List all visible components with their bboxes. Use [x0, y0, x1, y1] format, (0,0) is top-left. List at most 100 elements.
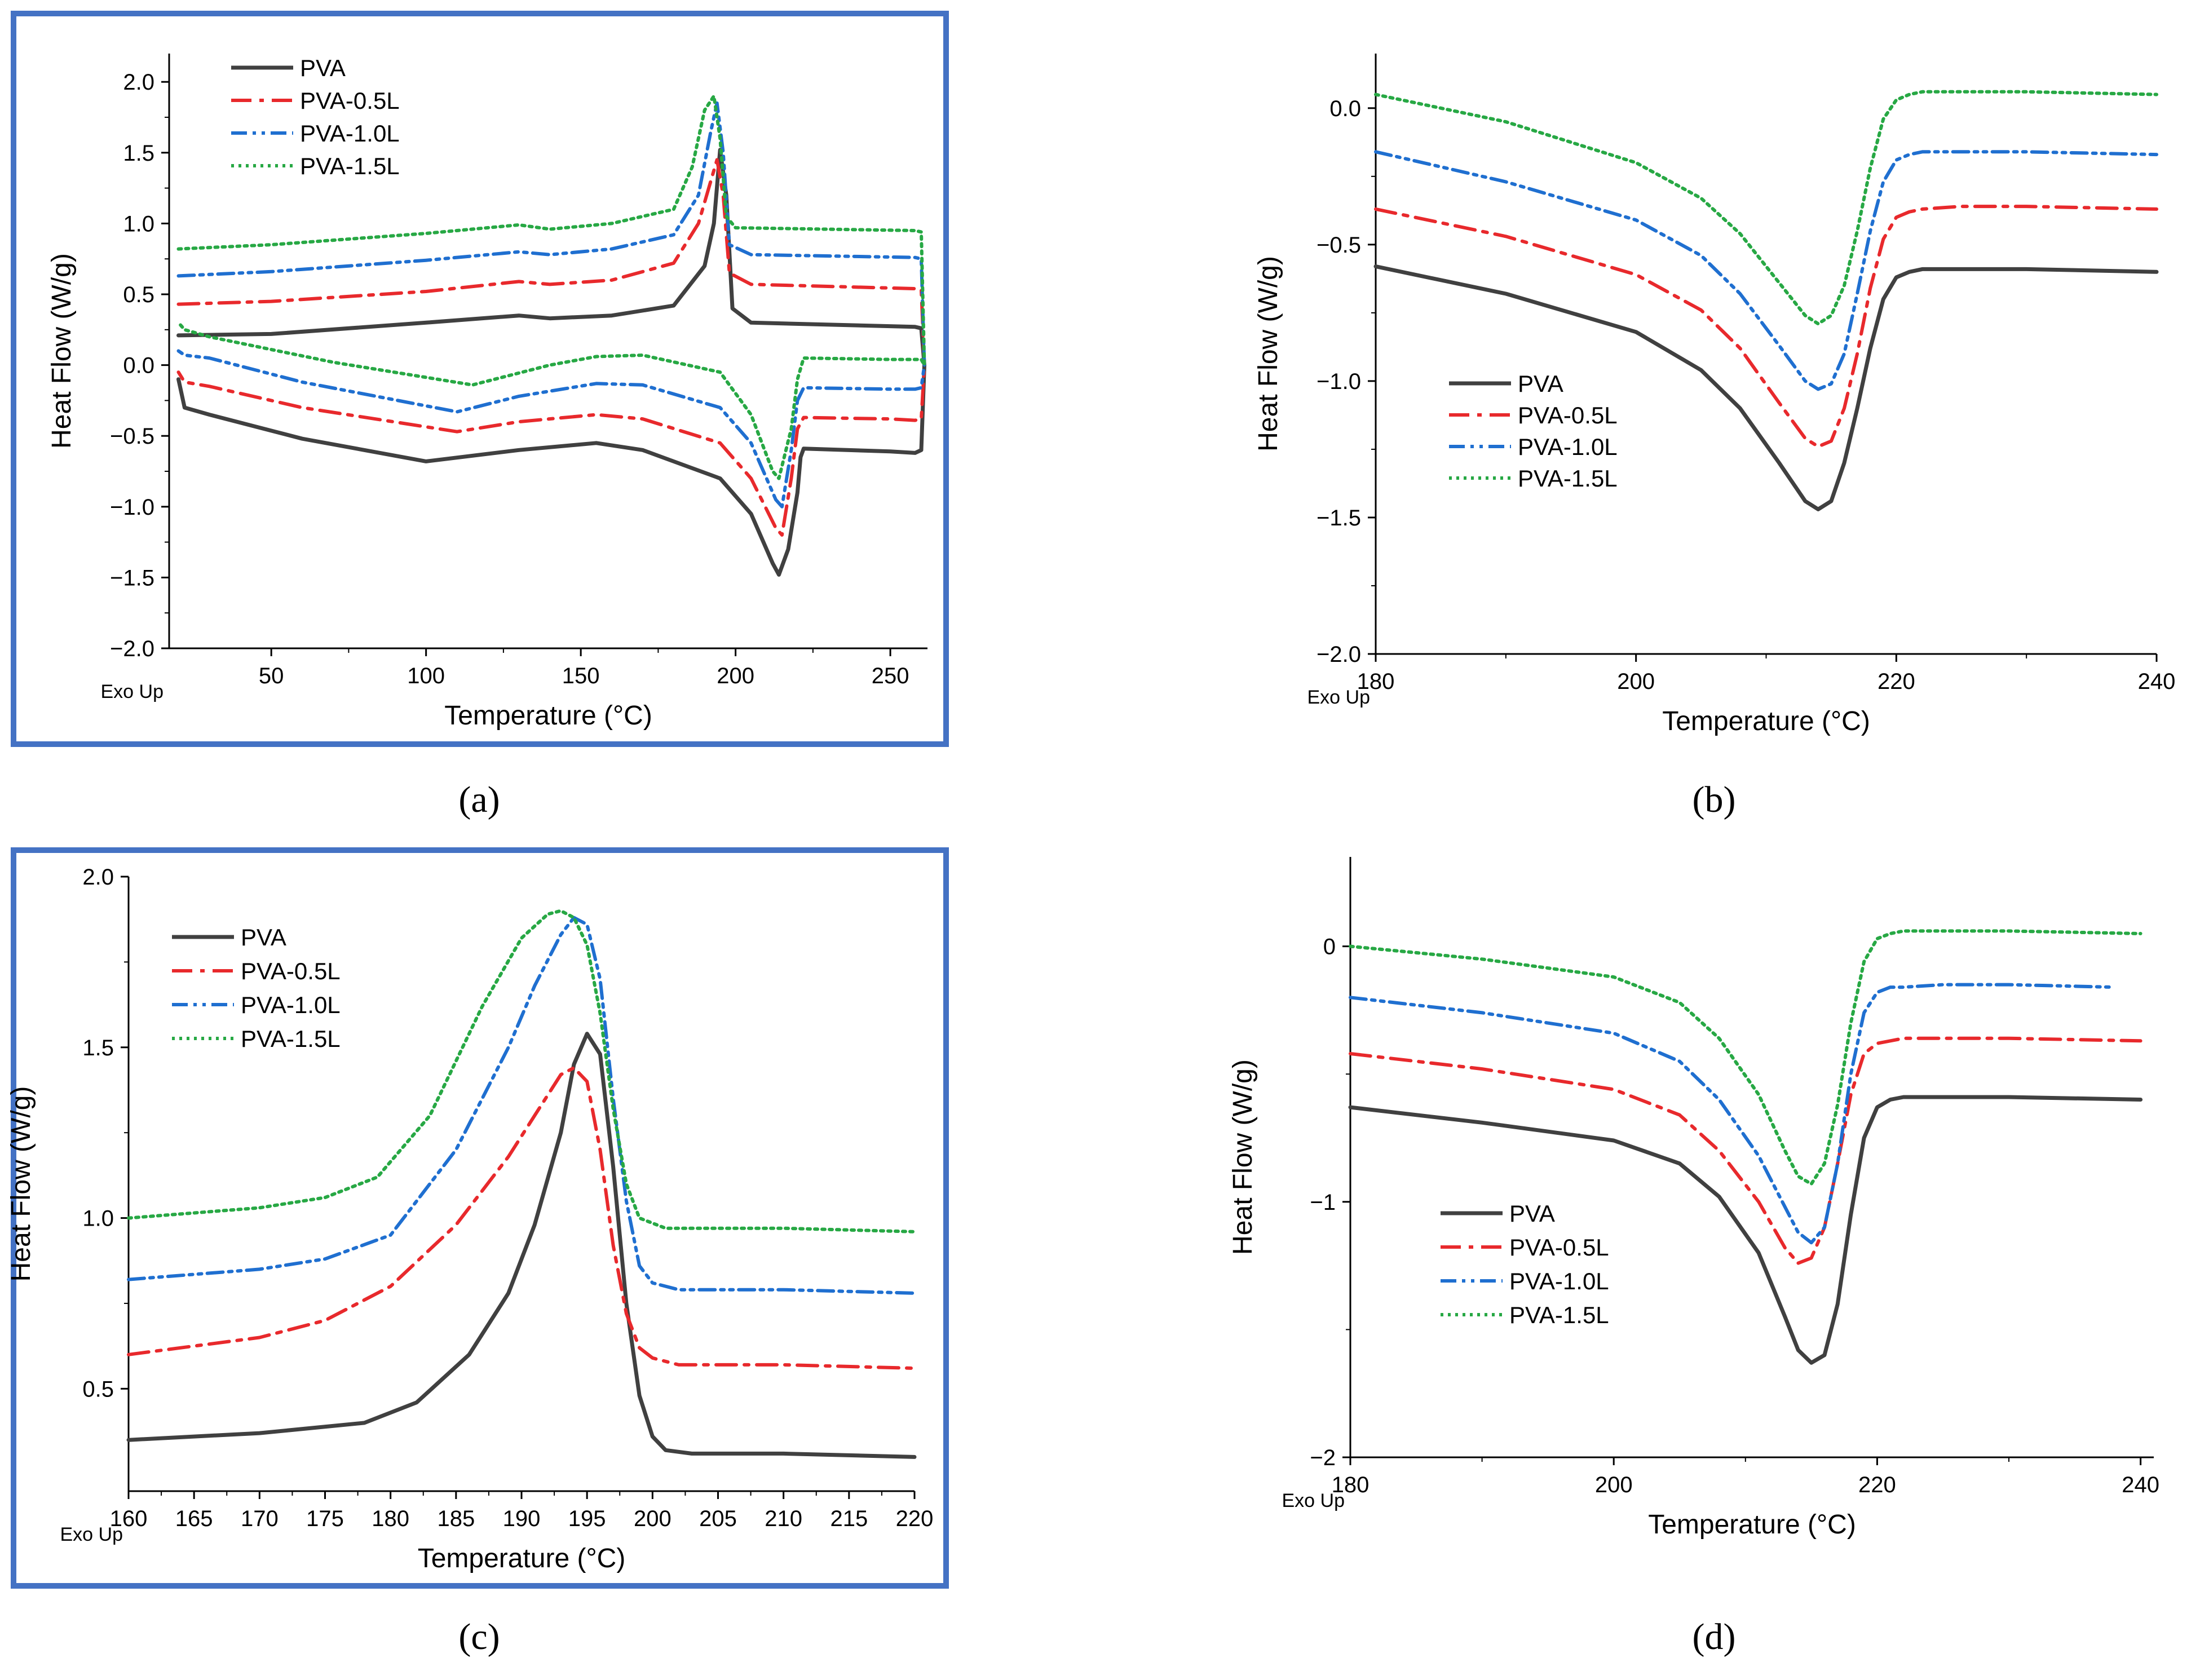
y-tick-label: −0.5 [110, 424, 154, 449]
x-tick-label: 210 [765, 1506, 802, 1531]
y-tick-label: 1.0 [82, 1206, 114, 1231]
x-tick-label: 50 [259, 664, 284, 688]
x-tick-label: 170 [241, 1506, 279, 1531]
legend-label-2: PVA-1.0L [1509, 1268, 1609, 1294]
series-line-2 [176, 101, 926, 509]
legend-label-0: PVA [241, 924, 286, 950]
x-tick-label: 150 [562, 664, 600, 688]
x-tick-label: 180 [1357, 669, 1395, 694]
series-line-2 [127, 916, 916, 1295]
x-tick-label: 240 [2122, 1473, 2159, 1497]
legend-label-0: PVA [1518, 370, 1563, 397]
x-tick-label: 220 [1877, 669, 1915, 694]
y-tick-label: 0 [1323, 935, 1336, 960]
series-line-0 [176, 148, 926, 577]
y-tick-label: 0.5 [82, 1377, 114, 1402]
y-tick-label: 0.0 [123, 353, 154, 378]
legend-label-3: PVA-1.5L [300, 153, 400, 179]
y-tick-label: −1.5 [110, 565, 154, 590]
y-tick-label: 1.5 [82, 1036, 114, 1060]
panel-caption: (d) [1693, 1616, 1736, 1657]
x-tick-label: 200 [1617, 669, 1655, 694]
legend-label-2: PVA-1.0L [300, 120, 400, 147]
y-tick-label: 0.5 [123, 282, 154, 307]
panel-caption: (c) [458, 1616, 500, 1657]
legend-label-1: PVA-0.5L [300, 87, 400, 114]
y-axis-label: Heat Flow (W/g) [1253, 256, 1283, 452]
legend-label-0: PVA [1509, 1200, 1555, 1227]
y-tick-label: 2.0 [123, 70, 154, 95]
panel-caption: (a) [458, 779, 500, 820]
series-line-3 [127, 909, 916, 1234]
x-tick-label: 220 [1858, 1473, 1896, 1497]
x-tick-label: 180 [372, 1506, 409, 1531]
y-tick-label: −1.0 [110, 495, 154, 520]
chart-panel-b: 180 200 220 240 −2.0 −1.5 −1.0 −0.5 0.0 Temperatu… [1253, 54, 2175, 820]
series-line-3 [1374, 90, 2158, 326]
legend-label-0: PVA [300, 55, 346, 81]
x-tick-label: 160 [110, 1506, 148, 1531]
legend-label-1: PVA-0.5L [1518, 402, 1618, 428]
legend-label-3: PVA-1.5L [241, 1025, 341, 1052]
series-line-3 [176, 94, 926, 480]
exo-up-note: Exo Up [60, 1524, 123, 1545]
panel-caption: (b) [1693, 779, 1736, 820]
x-tick-label: 185 [437, 1506, 475, 1531]
x-tick-label: 250 [872, 664, 909, 688]
series-line-1 [1349, 1036, 2142, 1265]
series-line-1 [127, 1066, 916, 1370]
series-line-0 [126, 1032, 917, 1459]
x-tick-label: 220 [896, 1506, 934, 1531]
series-line-0 [1348, 1095, 2143, 1365]
x-tick-label: 195 [568, 1506, 606, 1531]
y-tick-label: 1.5 [123, 141, 154, 166]
x-tick-label: 100 [407, 664, 445, 688]
x-tick-label: 200 [1595, 1473, 1633, 1497]
exo-up-note: Exo Up [1307, 687, 1371, 708]
y-axis-label: Heat Flow (W/g) [47, 253, 77, 449]
x-tick-label: 200 [634, 1506, 672, 1531]
y-tick-label: −2.0 [110, 636, 154, 661]
series-line-1 [1374, 205, 2158, 449]
y-tick-label: −0.5 [1317, 233, 1361, 258]
y-tick-label: −1.5 [1317, 506, 1361, 530]
x-tick-label: 240 [2138, 669, 2176, 694]
chart-panel-c: 160 165 170 175 180 185 190 195 200 205 210 215 220 0… [6, 847, 949, 1657]
y-tick-label: −2 [1310, 1445, 1336, 1470]
x-tick-label: 180 [1332, 1473, 1370, 1497]
exo-up-note: Exo Up [1282, 1490, 1345, 1511]
legend-label-2: PVA-1.0L [241, 992, 341, 1018]
y-tick-label: −2.0 [1317, 642, 1361, 667]
series-line-2 [1349, 983, 2116, 1245]
legend-label-1: PVA-0.5L [241, 958, 341, 984]
x-tick-label: 175 [306, 1506, 344, 1531]
y-tick-label: 0.0 [1329, 96, 1361, 121]
x-axis-label: Temperature (°C) [1662, 706, 1870, 736]
legend-label-3: PVA-1.5L [1509, 1302, 1609, 1328]
y-tick-label: 1.0 [123, 211, 154, 236]
chart-panel-d: 180 200 220 240 −2 −1 0 Temperature (°C) Heat Fl… [1228, 857, 2159, 1657]
panel-frame [11, 11, 949, 747]
series-line-2 [1374, 150, 2158, 391]
x-axis-label: Temperature (°C) [418, 1544, 626, 1573]
legend-label-2: PVA-1.0L [1518, 434, 1618, 460]
y-tick-label: 2.0 [82, 865, 114, 890]
legend-label-1: PVA-0.5L [1509, 1234, 1609, 1261]
x-tick-label: 205 [699, 1506, 737, 1531]
chart-panel-a: 50 100 150 200 250 −2.0 −1.5 −1.0 −0.5 0.0 0.5 1.0 1… [11, 11, 949, 820]
series-line-3 [1349, 929, 2142, 1186]
series-line-1 [176, 158, 926, 537]
legend-label-3: PVA-1.5L [1518, 465, 1618, 492]
x-axis-label: Temperature (°C) [444, 701, 652, 731]
series-line-0 [1373, 264, 2159, 511]
x-axis-label: Temperature (°C) [1648, 1510, 1856, 1540]
panel-frame [11, 847, 949, 1589]
x-tick-label: 200 [717, 664, 754, 688]
y-axis-label: Heat Flow (W/g) [6, 1086, 36, 1282]
y-axis-label: Heat Flow (W/g) [1228, 1059, 1258, 1255]
exo-up-note: Exo Up [101, 681, 164, 702]
y-tick-label: −1 [1310, 1190, 1336, 1215]
y-tick-label: −1.0 [1317, 369, 1361, 394]
x-tick-label: 215 [830, 1506, 868, 1531]
